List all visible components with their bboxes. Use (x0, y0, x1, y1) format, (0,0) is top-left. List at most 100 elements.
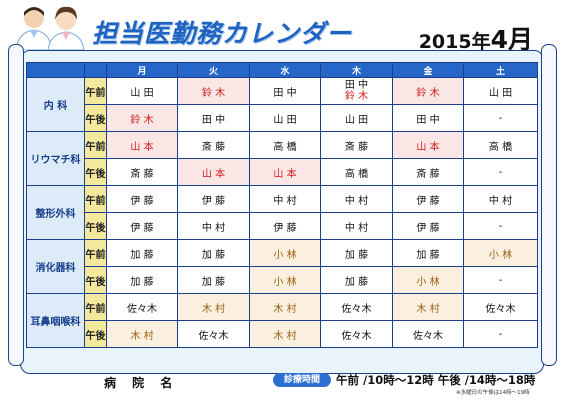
doctor-cell: 木 村 (249, 293, 321, 321)
hospital-name-label: 病 院 名 (104, 376, 179, 390)
doctor-cell: 佐々木 (106, 293, 178, 321)
doctor-name: 田 中 (416, 114, 440, 126)
page-title: 担当医勤務カレンダー (92, 19, 353, 48)
schedule-row: リウマチ科 午前山 本斎 藤高 橋斎 藤山 本高 橋 (26, 131, 538, 186)
doctor-name: 伊 藤 (201, 195, 226, 207)
consultation-hours-badge: 診療時間 (273, 373, 331, 387)
doctor-name: 加 藤 (344, 276, 369, 288)
doctor-name: 山 田 (273, 114, 297, 126)
year-month-label: 2015年4月 (419, 20, 533, 56)
doctor-name: 山 田 (130, 87, 154, 99)
doctor-cell: 山 本 (249, 158, 321, 186)
doctor-cell: 山 本 (392, 131, 464, 159)
doctor-cell: 加 藤 (177, 239, 250, 267)
day-header: 月 (106, 62, 178, 78)
doctor-cell: 中 村 (320, 212, 393, 240)
period-label: 午前 (84, 239, 107, 267)
doctor-name: 加 藤 (130, 276, 154, 288)
doctor-cell: - (463, 266, 538, 294)
doctor-name: 佐々木 (341, 303, 372, 315)
schedule-row: 午後 斎 藤 山 本 山 本 高 橋 斎 藤 - (27, 158, 538, 186)
doctor-name: 鈴 木 (344, 91, 369, 102)
doctor-name: 木 村 (416, 303, 440, 315)
doctor-name: 加 藤 (344, 249, 369, 261)
period-label: 午後 (84, 266, 107, 294)
day-header: 金 (392, 62, 464, 78)
schedule-row: 午後 伊 藤 中 村 伊 藤 中 村 伊 藤 - (27, 212, 538, 240)
doctor-name: 中 村 (344, 222, 369, 234)
doctor-name: 斎 藤 (344, 141, 369, 153)
consultation-hours-text: 午前 /10時〜12時 午後 /14時〜18時 (336, 373, 536, 387)
doctor-cell: 中 村 (177, 212, 250, 240)
doctor-cell: 加 藤 (320, 239, 393, 267)
doctor-cell: 小 林 (463, 239, 538, 267)
doctor-cell: 伊 藤 (392, 212, 464, 240)
doctor-cell: 木 村 (392, 293, 464, 321)
doctor-cell: 佐々木 (320, 293, 393, 321)
doctor-name: 斎 藤 (416, 168, 440, 180)
doctor-name: 高 橋 (273, 141, 297, 153)
scroll-roll-right (541, 44, 557, 366)
schedule-row: 午後 鈴 木 田 中 山 田 山 田 田 中 - (27, 104, 538, 132)
department-name: 整形外科 (26, 185, 85, 240)
doctor-cell: 佐々木 (177, 320, 250, 348)
doctor-cell: 加 藤 (106, 266, 178, 294)
doctor-name: 木 村 (130, 330, 154, 342)
doctor-cell: 斎 藤 (106, 158, 178, 186)
doctor-name: 木 村 (201, 303, 226, 315)
doctor-name: - (498, 166, 503, 178)
two-doctors-icon (15, 6, 85, 50)
doctor-cell: - (463, 320, 538, 348)
period-label: 午後 (84, 320, 107, 348)
doctor-cell: 高 橋 (463, 131, 538, 159)
doctor-name: - (498, 328, 503, 340)
doctor-cell: 高 橋 (320, 158, 393, 186)
doctor-cell: 山 田 (106, 77, 178, 105)
period-label: 午前 (84, 185, 107, 213)
doctor-cell: 小 林 (249, 266, 321, 294)
doctor-name: 加 藤 (416, 249, 440, 261)
doctor-name: 小 林 (416, 276, 440, 288)
doctor-cell: 田 中 (392, 104, 464, 132)
doctor-cell: - (463, 104, 538, 132)
doctor-cell: 山 田 (320, 104, 393, 132)
doctor-cell: 山 田 (249, 104, 321, 132)
schedule-row: 整形外科 午前伊 藤伊 藤中 村中 村伊 藤中 村 (26, 185, 538, 240)
doctor-cell: 伊 藤 (392, 185, 464, 213)
department-name: 内 科 (26, 77, 85, 132)
period-label: 午後 (84, 212, 107, 240)
schedule-row: 午後 加 藤 加 藤 小 林 加 藤 小 林 - (27, 266, 538, 294)
doctor-cell: 加 藤 (106, 239, 178, 267)
doctor-cell: 加 藤 (320, 266, 393, 294)
doctor-cell: 小 林 (249, 239, 321, 267)
schedule-row: 午後 木 村 佐々木 木 村 佐々木 佐々木 - (27, 320, 538, 348)
doctor-name: 佐々木 (413, 330, 443, 342)
period-label: 午前 (84, 131, 107, 159)
wednesday-hours-note: ※水曜日の午後は14時〜19時 (456, 390, 530, 396)
doctor-name: 田 中 (273, 87, 297, 99)
doctor-name: 佐々木 (485, 303, 516, 315)
doctor-name: 鈴 木 (416, 87, 440, 99)
doctor-name: 小 林 (488, 249, 513, 261)
doctor-cell: 木 村 (177, 293, 250, 321)
doctor-cell: 高 橋 (249, 131, 321, 159)
doctor-cell: 田 中鈴 木 (320, 77, 393, 105)
doctor-cell: 木 村 (106, 320, 178, 348)
doctor-name: 鈴 木 (130, 114, 154, 126)
doctor-cell: 佐々木 (320, 320, 393, 348)
doctor-cell: 加 藤 (392, 239, 464, 267)
doctor-cell: 伊 藤 (249, 212, 321, 240)
doctor-cell: 田 中 (177, 104, 250, 132)
doctor-cell: 中 村 (320, 185, 393, 213)
doctor-name: 山 本 (201, 168, 226, 180)
doctor-name: 伊 藤 (273, 222, 297, 234)
doctor-name: 高 橋 (344, 168, 369, 180)
department-name: 消化器科 (26, 239, 85, 294)
doctor-cell: 山 本 (106, 131, 178, 159)
day-header: 火 (177, 62, 250, 78)
day-header: 木 (320, 62, 393, 78)
corner-cell (84, 62, 107, 78)
doctor-cell: 中 村 (463, 185, 538, 213)
doctor-cell: 小 林 (392, 266, 464, 294)
doctor-cell: 鈴 木 (106, 104, 178, 132)
